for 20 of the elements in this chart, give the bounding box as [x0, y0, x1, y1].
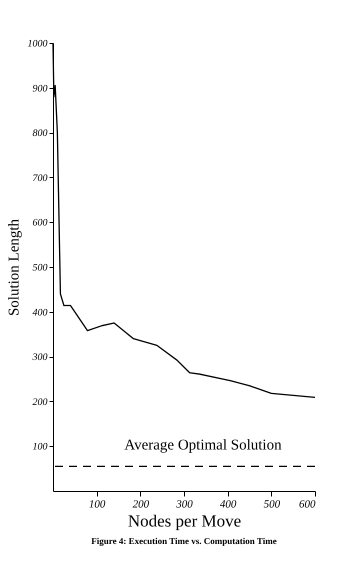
y-tick-label: 200	[32, 396, 48, 408]
x-tick-label: 600	[299, 498, 316, 510]
ref-line-label: Average Optimal Solution	[124, 437, 282, 454]
x-tick-label: 400	[220, 498, 237, 510]
y-tick-label: 1000	[28, 38, 48, 50]
x-axis-title: Nodes per Move	[128, 512, 242, 530]
y-tick-label: 400	[32, 307, 48, 318]
y-tick-label: 900	[32, 83, 48, 94]
x-tick-label: 100	[88, 498, 106, 510]
x-tick-label: 500	[264, 498, 281, 510]
y-tick-label: 500	[32, 262, 48, 274]
y-tick-label: 300	[32, 352, 48, 364]
y-tick-label: 700	[32, 172, 48, 184]
x-tick-label: 200	[132, 498, 150, 510]
text: Figure 4: Execution Time vs. Computation Time	[91, 536, 277, 546]
y-tick-label: 100	[32, 442, 48, 453]
x-tick-label: 300	[175, 498, 194, 510]
y-tick-label: 600	[32, 218, 48, 229]
y-axis-title: Solution Length	[6, 218, 22, 316]
y-tick-label: 800	[32, 128, 48, 140]
